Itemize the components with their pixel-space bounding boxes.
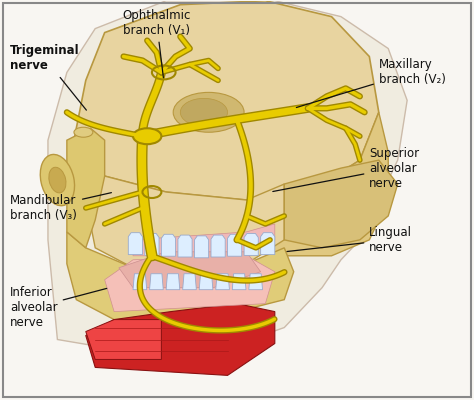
Text: Maxillary
branch (V₂): Maxillary branch (V₂) (296, 58, 446, 108)
Polygon shape (284, 160, 398, 248)
Ellipse shape (49, 167, 66, 193)
Polygon shape (86, 304, 275, 375)
Polygon shape (246, 112, 388, 256)
Polygon shape (249, 274, 263, 290)
Ellipse shape (133, 128, 161, 144)
Polygon shape (67, 232, 294, 320)
Polygon shape (86, 176, 284, 272)
Polygon shape (178, 235, 192, 257)
Ellipse shape (173, 92, 244, 132)
Text: Trigeminal
nerve: Trigeminal nerve (10, 44, 86, 110)
Polygon shape (48, 1, 407, 352)
Polygon shape (166, 274, 180, 290)
Text: Lingual
nerve: Lingual nerve (287, 226, 412, 254)
Polygon shape (194, 236, 209, 258)
Text: Superior
alveolar
nerve: Superior alveolar nerve (273, 147, 419, 192)
Polygon shape (133, 224, 275, 256)
Polygon shape (244, 234, 258, 256)
Polygon shape (199, 274, 213, 290)
Ellipse shape (180, 98, 228, 126)
Polygon shape (216, 274, 229, 290)
Text: Inferior
alveolar
nerve: Inferior alveolar nerve (10, 286, 107, 329)
Polygon shape (86, 320, 161, 360)
Text: Ophthalmic
branch (V₁): Ophthalmic branch (V₁) (122, 9, 191, 78)
Polygon shape (72, 1, 379, 200)
Polygon shape (261, 233, 275, 255)
Text: Mandibular
branch (V₃): Mandibular branch (V₃) (10, 193, 111, 222)
Polygon shape (228, 234, 242, 256)
Polygon shape (211, 235, 225, 257)
Polygon shape (232, 274, 246, 290)
Polygon shape (128, 233, 143, 255)
Ellipse shape (74, 127, 93, 137)
Polygon shape (133, 274, 147, 290)
Polygon shape (67, 128, 105, 248)
Polygon shape (182, 274, 196, 290)
Polygon shape (150, 274, 163, 290)
Polygon shape (119, 252, 261, 288)
Polygon shape (105, 256, 275, 312)
Polygon shape (161, 234, 175, 256)
Polygon shape (145, 234, 159, 256)
Ellipse shape (40, 154, 74, 206)
